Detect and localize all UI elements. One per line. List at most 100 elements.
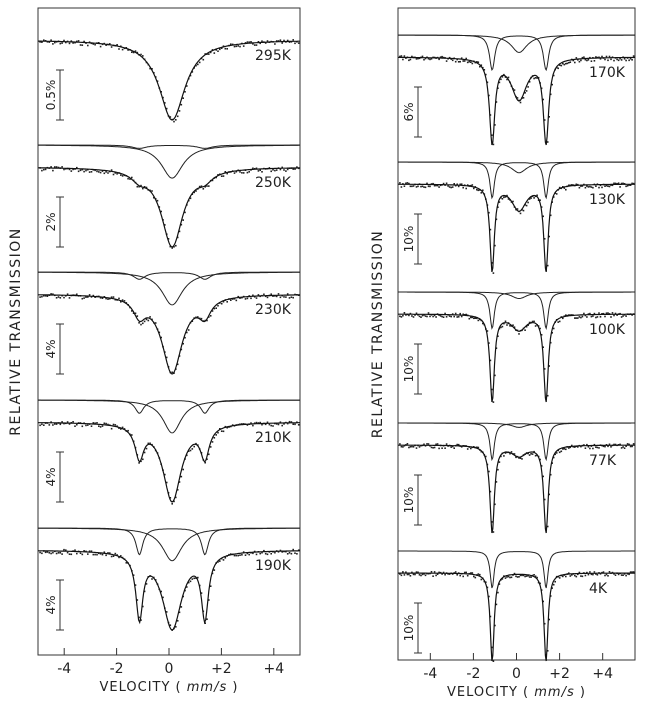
data-point [552, 74, 555, 77]
data-point [409, 312, 412, 315]
data-point [620, 447, 623, 449]
data-point [525, 90, 528, 92]
data-point [501, 76, 504, 78]
data-point [551, 83, 553, 86]
data-point [409, 58, 412, 61]
data-point [577, 573, 579, 576]
data-point [607, 445, 609, 448]
data-point [610, 446, 612, 448]
data-point [482, 322, 484, 325]
data-point [132, 574, 135, 576]
x-axis-unit: mm/s [187, 680, 227, 695]
data-point [474, 317, 477, 319]
data-point [575, 317, 578, 319]
x-axis-label-text: VELOCITY ( [447, 685, 534, 700]
data-point [462, 575, 464, 578]
data-point [565, 188, 567, 191]
data-point [105, 554, 107, 557]
data-point [607, 185, 609, 187]
data-point [164, 224, 166, 226]
data-point [590, 186, 593, 188]
data-point [439, 315, 442, 317]
data-point [83, 297, 85, 299]
data-point [206, 618, 208, 620]
data-point [584, 314, 587, 317]
data-point [136, 51, 139, 54]
data-point [429, 58, 431, 61]
data-point [138, 322, 140, 324]
data-point [438, 571, 440, 574]
data-point [55, 552, 58, 555]
data-point [206, 458, 208, 460]
data-point [510, 576, 513, 579]
data-point [403, 55, 406, 57]
data-point [121, 48, 124, 51]
data-point [96, 422, 98, 424]
data-point [187, 329, 190, 331]
data-point [629, 445, 632, 448]
data-point [277, 423, 280, 426]
data-point [171, 371, 173, 374]
data-point [577, 59, 579, 61]
data-point [175, 244, 177, 247]
data-point [136, 185, 139, 188]
data-point [167, 238, 170, 240]
fit-curve [38, 422, 300, 503]
data-point [101, 553, 104, 556]
data-point [495, 101, 498, 103]
data-point [50, 166, 52, 168]
data-point [76, 166, 78, 169]
data-point [628, 184, 630, 186]
scale-label: 2% [44, 212, 58, 231]
data-point [266, 40, 269, 42]
data-point [208, 53, 210, 55]
data-point [160, 210, 162, 213]
data-point [486, 586, 489, 589]
data-point [631, 571, 633, 573]
data-point [565, 448, 567, 451]
data-point [285, 550, 287, 553]
data-point [219, 428, 221, 430]
data-point [160, 91, 162, 93]
data-point [231, 298, 234, 300]
data-point [145, 583, 148, 585]
data-point [601, 186, 603, 189]
data-point [516, 97, 519, 99]
data-point [414, 573, 416, 576]
data-point [498, 461, 501, 463]
data-point [171, 503, 173, 505]
data-point [622, 182, 624, 185]
data-point [548, 365, 550, 367]
data-point [456, 574, 458, 576]
data-point [242, 45, 245, 47]
data-point [90, 425, 93, 427]
data-point [414, 314, 416, 316]
data-point [613, 443, 615, 446]
data-point [488, 94, 490, 97]
data-point [450, 446, 452, 448]
data-point [101, 170, 104, 172]
data-point [63, 168, 65, 171]
data-point [441, 315, 443, 318]
data-point [450, 58, 452, 60]
data-point [55, 423, 58, 425]
data-point [560, 64, 563, 67]
data-point [433, 184, 436, 187]
data-point [294, 42, 296, 45]
data-point [286, 168, 289, 171]
data-point [198, 185, 201, 188]
data-point [149, 67, 151, 70]
data-point [39, 296, 41, 298]
data-point [151, 68, 153, 70]
data-point [288, 420, 291, 423]
data-point [466, 184, 469, 186]
data-point [123, 428, 126, 430]
data-point [405, 571, 407, 573]
data-point [623, 447, 626, 449]
data-point [288, 552, 291, 554]
data-point [504, 577, 507, 579]
data-point [121, 426, 124, 429]
data-point [562, 575, 564, 578]
data-point [489, 490, 492, 493]
data-point [604, 58, 606, 61]
